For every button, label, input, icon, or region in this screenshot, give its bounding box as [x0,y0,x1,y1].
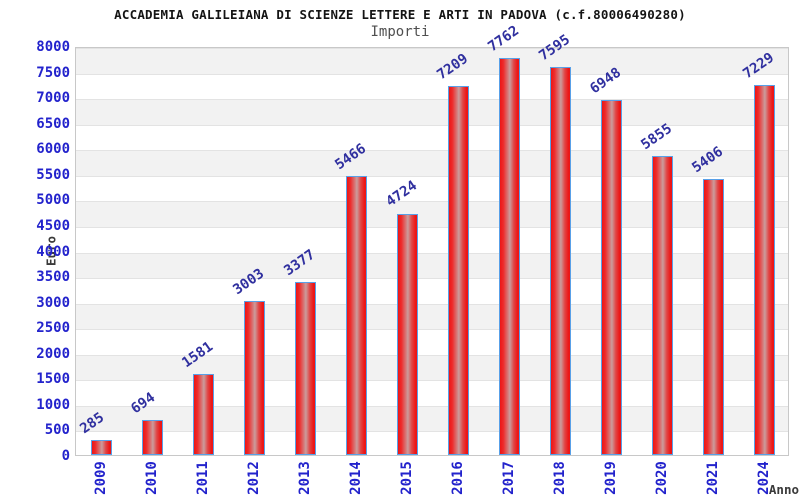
grid-band [76,150,788,176]
grid-band [76,380,788,406]
y-tick-label: 2500 [36,320,70,337]
x-axis-title: Anno [768,482,799,497]
grid-band [76,73,788,100]
x-tick-label: 2018 [551,461,568,495]
y-tick-label: 5000 [36,192,70,209]
bar [448,86,469,455]
x-tick-label: 2024 [755,461,772,495]
x-tick-label: 2009 [92,461,109,495]
x-tick-label: 2011 [194,461,211,495]
y-tick-label: 5500 [36,166,70,183]
y-tick-label: 1500 [36,371,70,388]
x-tick-label: 2021 [704,461,721,495]
grid-band [76,329,788,355]
y-tick-label: 8000 [36,39,70,55]
bar [295,282,316,455]
bar [91,440,112,455]
grid-band [76,431,788,457]
x-tick-label: 2015 [398,461,415,495]
y-tick-label: 7500 [36,64,70,81]
y-tick-label: 2000 [36,345,70,362]
chart-subtitle: Importi [370,24,430,40]
y-tick-label: 0 [61,448,70,464]
grid-band [76,48,788,74]
bar [499,58,520,455]
y-tick-label: 7000 [36,90,70,107]
bar [346,175,367,455]
x-tick-label: 2016 [449,461,466,495]
x-tick-label: 2020 [653,461,670,495]
bar [652,155,673,455]
grid-band [76,303,788,330]
grid-band [76,226,788,253]
grid-band [76,278,788,304]
bar [244,301,265,455]
x-tick-label: 2014 [347,461,364,495]
plot-area: 285 694 1581 3003 3377 5466 4724 7209 7762 7595 69… [75,23,789,457]
y-tick-label: 1000 [36,396,70,413]
bar [601,99,622,455]
x-tick-label: 2012 [245,461,262,495]
x-tick-label: 2010 [143,461,160,495]
y-tick-label: 4500 [36,217,70,234]
x-tick-label: 2017 [500,461,517,495]
y-tick-label: 4000 [36,243,70,260]
bar [754,85,775,455]
chart-title: ACCADEMIA GALILEIANA DI SCIENZE LETTERE … [114,7,686,22]
grid-band [76,201,788,227]
grid-band [76,252,788,279]
y-tick-label: 3000 [36,294,70,311]
x-tick-label: 2019 [602,461,619,495]
y-tick-label: 6500 [36,115,70,132]
y-tick-label: 3500 [36,269,70,286]
y-tick-label: 6000 [36,141,70,158]
bar [550,66,571,455]
x-tick-label: 2013 [296,461,313,495]
grid-band [76,124,788,151]
grid-band [76,99,788,125]
bar [397,213,418,455]
y-tick-label: 500 [44,422,70,439]
bar [193,374,214,455]
bar [703,178,724,455]
bar [142,419,163,455]
grid-band [76,405,788,432]
grid-band [76,175,788,202]
